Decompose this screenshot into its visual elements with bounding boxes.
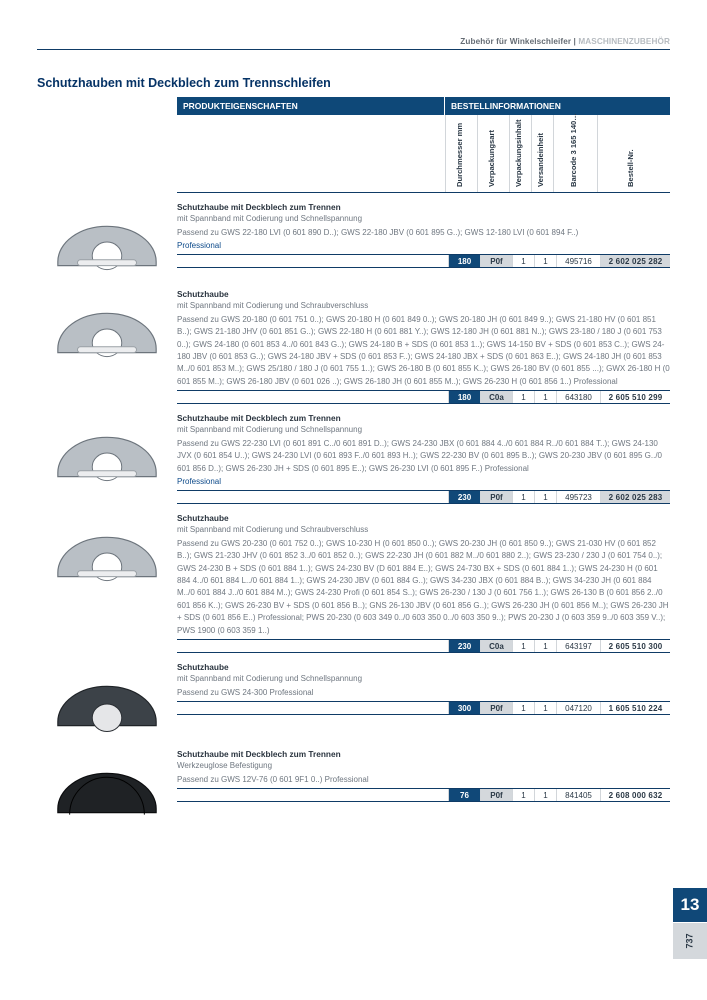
thead-right: BESTELLINFORMATIONEN <box>445 101 670 111</box>
product-professional: Professional <box>177 477 670 486</box>
breadcrumb: Zubehör für Winkelschleifer | MASCHINENZ… <box>37 37 670 46</box>
product-image <box>48 210 166 280</box>
product-data-row: 230C0a116431972 605 510 300 <box>177 639 670 653</box>
cell-versandeinheit: 1 <box>534 702 556 714</box>
cell-durchmesser: 180 <box>448 391 480 403</box>
product-row: Schutzhaube mit Deckblech zum Trennen Wer… <box>37 749 670 827</box>
cell-bestellnr: 2 602 025 282 <box>600 255 670 267</box>
product-row: Schutzhaube mit Spannband mit Codierung u… <box>37 513 670 653</box>
product-subtitle: mit Spannband mit Codierung und Schnells… <box>177 425 670 436</box>
product-subtitle: mit Spannband mit Codierung und Schraubv… <box>177 301 670 312</box>
cell-versandeinheit: 1 <box>534 391 556 403</box>
product-title: Schutzhaube mit Deckblech zum Trennen <box>177 413 670 423</box>
cell-versandeinheit: 1 <box>534 789 556 801</box>
product-title: Schutzhaube <box>177 289 670 299</box>
product-subtitle: mit Spannband mit Codierung und Schraubv… <box>177 525 670 536</box>
col-durchmesser: Durchmesser mm <box>455 123 464 187</box>
cell-bestellnr: 2 608 000 632 <box>600 789 670 801</box>
cell-barcode: 495723 <box>556 491 600 503</box>
product-data-row: 180C0a116431802 605 510 299 <box>177 390 670 404</box>
product-image <box>48 297 166 367</box>
cell-verpackungsart: C0a <box>480 391 512 403</box>
product-description: Passend zu GWS 12V-76 (0 601 9F1 0..) Pr… <box>177 774 670 786</box>
cell-verpackungsinhalt: 1 <box>512 391 534 403</box>
cell-verpackungsinhalt: 1 <box>512 702 534 714</box>
thead-left: PRODUKTEIGENSCHAFTEN <box>177 97 445 115</box>
product-image <box>48 421 166 491</box>
cell-verpackungsart: P0f <box>480 702 512 714</box>
cell-verpackungsinhalt: 1 <box>512 789 534 801</box>
product-data-row: 76P0f118414052 608 000 632 <box>177 788 670 802</box>
cell-durchmesser: 300 <box>448 702 480 714</box>
col-versandeinheit: Versandeinheit <box>536 133 545 187</box>
product-description: Passend zu GWS 22-230 LVI (0 601 891 C..… <box>177 438 670 475</box>
cell-barcode: 643180 <box>556 391 600 403</box>
section-title: Schutzhauben mit Deckblech zum Trennschl… <box>37 76 670 90</box>
product-subtitle: Werkzeuglose Befestigung <box>177 761 670 772</box>
product-professional: Professional <box>177 241 670 250</box>
cell-versandeinheit: 1 <box>534 640 556 652</box>
col-bestellnr: Bestell-Nr. <box>626 149 635 187</box>
cell-durchmesser: 230 <box>448 491 480 503</box>
cell-barcode: 643197 <box>556 640 600 652</box>
product-image <box>48 670 166 740</box>
breadcrumb-part1: Zubehör für Winkelschleifer <box>460 37 571 46</box>
cell-durchmesser: 180 <box>448 255 480 267</box>
page-number: 737 <box>673 923 707 959</box>
product-row: Schutzhaube mit Spannband mit Codierung u… <box>37 289 670 404</box>
product-image <box>48 521 166 591</box>
cell-verpackungsart: C0a <box>480 640 512 652</box>
col-verpackungsinhalt: Verpackungsinhalt <box>514 119 523 187</box>
product-row: Schutzhaube mit Deckblech zum Trennen mit… <box>37 413 670 504</box>
product-description: Passend zu GWS 22-180 LVI (0 601 890 D..… <box>177 227 670 239</box>
cell-verpackungsinhalt: 1 <box>512 255 534 267</box>
product-data-row: 300P0f110471201 605 510 224 <box>177 701 670 715</box>
product-title: Schutzhaube <box>177 513 670 523</box>
col-verpackungsart: Verpackungsart <box>487 130 496 187</box>
cell-verpackungsinhalt: 1 <box>512 491 534 503</box>
cell-versandeinheit: 1 <box>534 255 556 267</box>
cell-verpackungsart: P0f <box>480 491 512 503</box>
cell-barcode: 495716 <box>556 255 600 267</box>
cell-barcode: 841405 <box>556 789 600 801</box>
breadcrumb-part2: MASCHINENZUBEHÖR <box>578 37 670 46</box>
product-description: Passend zu GWS 20-180 (0 601 751 0..); G… <box>177 314 670 388</box>
cell-versandeinheit: 1 <box>534 491 556 503</box>
cell-verpackungsart: P0f <box>480 789 512 801</box>
cell-bestellnr: 2 602 025 283 <box>600 491 670 503</box>
col-barcode: Barcode 3 165 140… <box>569 113 578 187</box>
cell-barcode: 047120 <box>556 702 600 714</box>
product-title: Schutzhaube mit Deckblech zum Trennen <box>177 749 670 759</box>
cell-bestellnr: 1 605 510 224 <box>600 702 670 714</box>
product-description: Passend zu GWS 20-230 (0 601 752 0..); G… <box>177 538 670 637</box>
cell-durchmesser: 230 <box>448 640 480 652</box>
top-rule <box>37 49 670 50</box>
cell-bestellnr: 2 605 510 299 <box>600 391 670 403</box>
product-image <box>48 757 166 827</box>
table-header: PRODUKTEIGENSCHAFTEN BESTELLINFORMATIONE… <box>37 97 670 193</box>
product-subtitle: mit Spannband mit Codierung und Schnells… <box>177 214 670 225</box>
column-headers: Durchmesser mm Verpackungsart Verpackung… <box>177 115 670 193</box>
cell-verpackungsart: P0f <box>480 255 512 267</box>
product-title: Schutzhaube mit Deckblech zum Trennen <box>177 202 670 212</box>
product-subtitle: mit Spannband mit Codierung und Schnells… <box>177 674 670 685</box>
cell-durchmesser: 76 <box>448 789 480 801</box>
product-data-row: 180P0f114957162 602 025 282 <box>177 254 670 268</box>
product-title: Schutzhaube <box>177 662 670 672</box>
product-data-row: 230P0f114957232 602 025 283 <box>177 490 670 504</box>
cell-verpackungsinhalt: 1 <box>512 640 534 652</box>
product-row: Schutzhaube mit Deckblech zum Trennen mit… <box>37 202 670 280</box>
chapter-tab: 13 <box>673 888 707 922</box>
product-description: Passend zu GWS 24-300 Professional <box>177 687 670 699</box>
product-row: Schutzhaube mit Spannband mit Codierung u… <box>37 662 670 740</box>
cell-bestellnr: 2 605 510 300 <box>600 640 670 652</box>
